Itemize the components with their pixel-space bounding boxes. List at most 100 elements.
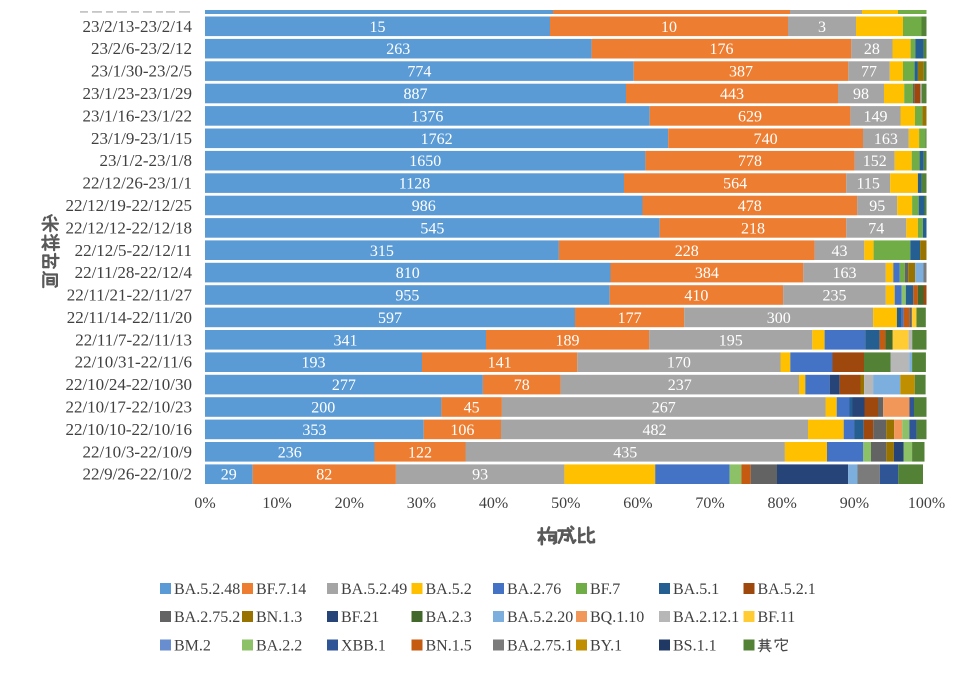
svg-text:443: 443 xyxy=(720,86,744,103)
svg-text:77: 77 xyxy=(861,64,877,81)
svg-text:100%: 100% xyxy=(908,495,945,512)
svg-text:23/1/2-23/1/8: 23/1/2-23/1/8 xyxy=(99,151,192,170)
svg-text:1762: 1762 xyxy=(421,131,453,148)
svg-text:177: 177 xyxy=(618,310,642,327)
svg-text:28: 28 xyxy=(864,41,880,58)
svg-text:22/11/7-22/11/13: 22/11/7-22/11/13 xyxy=(75,330,192,349)
svg-text:740: 740 xyxy=(754,131,778,148)
svg-text:30%: 30% xyxy=(407,495,436,512)
svg-text:23/1/30-23/2/5: 23/1/30-23/2/5 xyxy=(91,62,192,81)
svg-text:353: 353 xyxy=(302,422,326,439)
svg-text:235: 235 xyxy=(823,288,847,305)
svg-text:BF.21: BF.21 xyxy=(341,609,379,626)
svg-text:435: 435 xyxy=(613,444,637,461)
svg-text:45: 45 xyxy=(464,400,480,417)
svg-text:10%: 10% xyxy=(262,495,291,512)
svg-text:78: 78 xyxy=(514,377,530,394)
svg-text:384: 384 xyxy=(695,265,719,282)
svg-text:22/12/26-23/1/1: 22/12/26-23/1/1 xyxy=(82,174,192,193)
svg-text:1128: 1128 xyxy=(399,176,430,193)
svg-text:BA.5.2: BA.5.2 xyxy=(426,581,472,598)
svg-text:149: 149 xyxy=(864,108,888,125)
svg-text:BS.1.1: BS.1.1 xyxy=(673,638,717,655)
svg-text:22/12/19-22/12/25: 22/12/19-22/12/25 xyxy=(65,196,192,215)
svg-text:22/10/24-22/10/30: 22/10/24-22/10/30 xyxy=(65,375,192,394)
svg-text:170: 170 xyxy=(667,355,691,372)
svg-text:BN.1.3: BN.1.3 xyxy=(256,609,302,626)
svg-text:341: 341 xyxy=(334,332,358,349)
svg-text:BA.2.2: BA.2.2 xyxy=(256,638,302,655)
svg-text:774: 774 xyxy=(407,64,431,81)
svg-text:BM.2: BM.2 xyxy=(174,638,211,655)
svg-text:23/1/23-23/1/29: 23/1/23-23/1/29 xyxy=(82,84,192,103)
svg-text:22/11/21-22/11/27: 22/11/21-22/11/27 xyxy=(67,286,193,305)
svg-text:277: 277 xyxy=(332,377,356,394)
svg-text:200: 200 xyxy=(311,400,335,417)
svg-text:629: 629 xyxy=(738,108,762,125)
svg-text:3: 3 xyxy=(818,19,826,36)
svg-text:70%: 70% xyxy=(695,495,724,512)
svg-text:10: 10 xyxy=(661,19,677,36)
svg-text:BN.1.5: BN.1.5 xyxy=(426,638,472,655)
svg-text:237: 237 xyxy=(668,377,692,394)
svg-text:40%: 40% xyxy=(479,495,508,512)
svg-text:0%: 0% xyxy=(194,495,215,512)
svg-text:986: 986 xyxy=(412,198,436,215)
svg-text:BY.1: BY.1 xyxy=(590,638,622,655)
svg-text:22/10/31-22/11/6: 22/10/31-22/11/6 xyxy=(75,353,192,372)
svg-text:267: 267 xyxy=(652,400,676,417)
svg-text:478: 478 xyxy=(738,198,762,215)
svg-text:597: 597 xyxy=(378,310,402,327)
svg-text:93: 93 xyxy=(472,467,488,484)
svg-text:BA.2.75.2: BA.2.75.2 xyxy=(174,609,240,626)
svg-text:189: 189 xyxy=(556,332,580,349)
svg-text:22/12/12-22/12/18: 22/12/12-22/12/18 xyxy=(65,218,192,237)
svg-text:152: 152 xyxy=(863,153,887,170)
svg-text:22/11/28-22/12/4: 22/11/28-22/12/4 xyxy=(75,263,193,282)
svg-text:236: 236 xyxy=(278,444,302,461)
svg-text:BA.2.76: BA.2.76 xyxy=(507,581,561,598)
svg-text:BF.7.14: BF.7.14 xyxy=(256,581,306,598)
svg-text:BA.5.2.49: BA.5.2.49 xyxy=(341,581,407,598)
svg-text:778: 778 xyxy=(738,153,762,170)
svg-text:300: 300 xyxy=(767,310,791,327)
svg-text:176: 176 xyxy=(710,41,734,58)
svg-text:22/12/5-22/12/11: 22/12/5-22/12/11 xyxy=(75,241,192,260)
svg-text:BA.5.2.1: BA.5.2.1 xyxy=(758,581,816,598)
svg-text:BA.5.2.48: BA.5.2.48 xyxy=(174,581,240,598)
svg-text:80%: 80% xyxy=(768,495,797,512)
svg-text:XBB.1: XBB.1 xyxy=(341,638,386,655)
svg-text:15: 15 xyxy=(370,19,386,36)
svg-text:315: 315 xyxy=(370,243,394,260)
svg-text:20%: 20% xyxy=(335,495,364,512)
svg-text:23/2/13-23/2/14: 23/2/13-23/2/14 xyxy=(82,17,192,36)
svg-text:163: 163 xyxy=(833,265,857,282)
svg-text:BA.2.75.1: BA.2.75.1 xyxy=(507,638,573,655)
svg-text:BF.11: BF.11 xyxy=(758,609,796,626)
svg-text:387: 387 xyxy=(729,64,753,81)
svg-text:564: 564 xyxy=(723,176,747,193)
svg-text:22/10/17-22/10/23: 22/10/17-22/10/23 xyxy=(65,398,192,417)
svg-text:141: 141 xyxy=(488,355,512,372)
svg-text:22/11/14-22/11/20: 22/11/14-22/11/20 xyxy=(67,308,192,327)
svg-text:23/1/16-23/1/22: 23/1/16-23/1/22 xyxy=(82,106,192,125)
svg-text:22/10/3-22/10/9: 22/10/3-22/10/9 xyxy=(82,442,192,461)
svg-text:43: 43 xyxy=(832,243,848,260)
svg-text:23/2/6-23/2/12: 23/2/6-23/2/12 xyxy=(91,39,192,58)
svg-text:410: 410 xyxy=(684,288,708,305)
svg-text:482: 482 xyxy=(643,422,667,439)
svg-text:22/9/26-22/10/2: 22/9/26-22/10/2 xyxy=(82,465,192,484)
svg-text:22/10/10-22/10/16: 22/10/10-22/10/16 xyxy=(65,420,192,439)
svg-text:545: 545 xyxy=(420,220,444,237)
svg-text:1376: 1376 xyxy=(411,108,443,125)
svg-text:98: 98 xyxy=(853,86,869,103)
svg-text:29: 29 xyxy=(221,467,237,484)
svg-text:955: 955 xyxy=(395,288,419,305)
svg-text:BQ.1.10: BQ.1.10 xyxy=(590,609,644,626)
svg-text:90%: 90% xyxy=(840,495,869,512)
svg-text:163: 163 xyxy=(874,131,898,148)
svg-text:193: 193 xyxy=(302,355,326,372)
svg-text:23/1/9-23/1/15: 23/1/9-23/1/15 xyxy=(91,129,192,148)
svg-text:218: 218 xyxy=(741,220,765,237)
svg-text:82: 82 xyxy=(316,467,332,484)
